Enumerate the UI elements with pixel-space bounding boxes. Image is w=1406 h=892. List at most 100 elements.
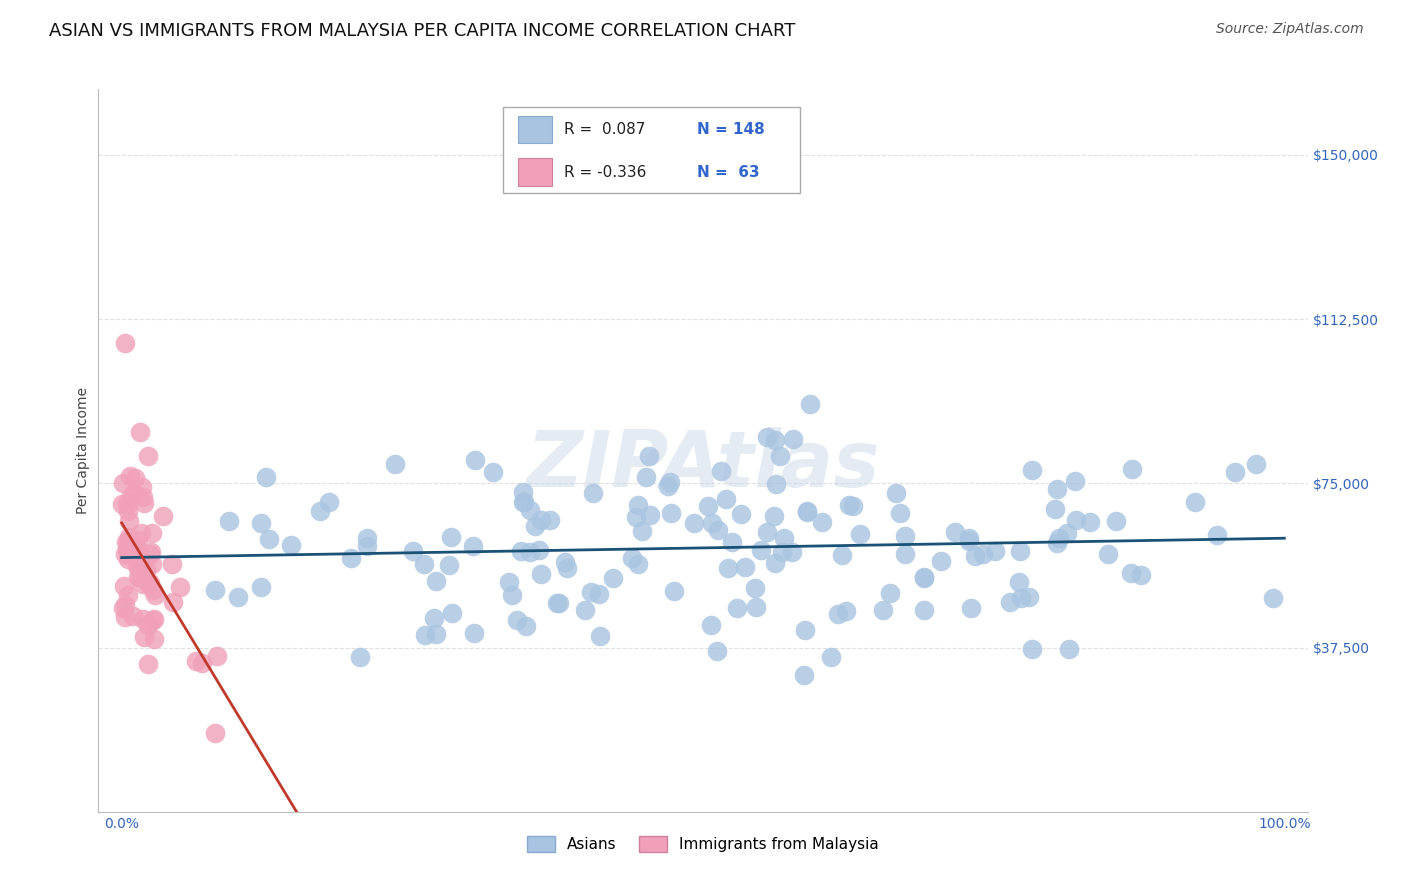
- Point: [638, 450, 661, 464]
- Point: [780, 545, 803, 559]
- Point: [412, 557, 434, 571]
- Point: [879, 586, 901, 600]
- Point: [139, 547, 162, 561]
- Point: [129, 570, 152, 584]
- Point: [464, 452, 486, 467]
- Point: [912, 570, 935, 584]
- Bar: [517, 159, 553, 186]
- Point: [111, 601, 134, 615]
- Point: [129, 425, 152, 440]
- Point: [513, 495, 536, 509]
- Point: [120, 489, 142, 503]
- Point: [124, 471, 146, 485]
- Point: [131, 480, 153, 494]
- Point: [720, 535, 742, 549]
- Point: [827, 607, 849, 621]
- Point: [118, 468, 141, 483]
- Point: [574, 603, 596, 617]
- Point: [463, 539, 485, 553]
- Point: [308, 504, 330, 518]
- Point: [121, 545, 143, 559]
- Text: ASIAN VS IMMIGRANTS FROM MALAYSIA PER CAPITA INCOME CORRELATION CHART: ASIAN VS IMMIGRANTS FROM MALAYSIA PER CA…: [49, 22, 796, 40]
- Point: [143, 612, 166, 626]
- Point: [1064, 474, 1087, 488]
- Point: [498, 574, 520, 589]
- Point: [501, 588, 523, 602]
- Point: [588, 587, 610, 601]
- Point: [529, 543, 551, 558]
- Point: [115, 535, 138, 549]
- Point: [943, 524, 966, 539]
- Point: [912, 603, 935, 617]
- Point: [1078, 515, 1101, 529]
- Point: [124, 538, 146, 552]
- Point: [318, 495, 340, 509]
- Point: [162, 595, 184, 609]
- Point: [960, 601, 983, 615]
- Point: [770, 545, 793, 559]
- Point: [696, 499, 718, 513]
- Point: [114, 610, 136, 624]
- Point: [1223, 465, 1246, 479]
- Point: [515, 619, 537, 633]
- Point: [1244, 457, 1267, 471]
- Point: [793, 668, 815, 682]
- Point: [437, 558, 460, 572]
- Point: [1066, 513, 1088, 527]
- Point: [1018, 590, 1040, 604]
- Point: [744, 581, 766, 595]
- Point: [118, 514, 141, 528]
- Point: [1121, 566, 1143, 581]
- Point: [1184, 495, 1206, 509]
- Point: [772, 531, 794, 545]
- Point: [117, 544, 139, 558]
- Point: [114, 336, 136, 351]
- Point: [127, 533, 149, 547]
- Point: [796, 505, 818, 519]
- Point: [546, 596, 568, 610]
- Point: [125, 559, 148, 574]
- Point: [117, 552, 139, 566]
- Point: [117, 588, 139, 602]
- Point: [169, 580, 191, 594]
- Point: [984, 544, 1007, 558]
- Point: [115, 496, 138, 510]
- Text: Source: ZipAtlas.com: Source: ZipAtlas.com: [1216, 22, 1364, 37]
- Point: [700, 617, 723, 632]
- Point: [664, 583, 686, 598]
- Bar: [517, 116, 553, 143]
- Point: [636, 469, 658, 483]
- Point: [820, 650, 842, 665]
- Point: [745, 599, 768, 614]
- Point: [1010, 543, 1032, 558]
- Point: [184, 654, 207, 668]
- Point: [136, 617, 159, 632]
- Point: [349, 649, 371, 664]
- Point: [132, 612, 155, 626]
- Point: [957, 532, 980, 546]
- Point: [1008, 574, 1031, 589]
- Point: [129, 525, 152, 540]
- Point: [1205, 528, 1227, 542]
- Point: [128, 561, 150, 575]
- Point: [1129, 568, 1152, 582]
- Point: [717, 561, 740, 575]
- Point: [114, 547, 136, 561]
- Point: [1263, 591, 1285, 606]
- Point: [1010, 591, 1032, 606]
- Point: [965, 549, 987, 563]
- Point: [755, 524, 778, 539]
- Point: [589, 629, 612, 643]
- Point: [132, 630, 155, 644]
- Point: [482, 465, 505, 479]
- Point: [439, 530, 461, 544]
- Point: [509, 543, 531, 558]
- Point: [523, 519, 546, 533]
- Point: [725, 601, 748, 615]
- Point: [117, 542, 139, 557]
- Point: [627, 498, 650, 512]
- Point: [512, 485, 534, 500]
- Point: [121, 608, 143, 623]
- Point: [842, 500, 865, 514]
- Point: [139, 576, 162, 591]
